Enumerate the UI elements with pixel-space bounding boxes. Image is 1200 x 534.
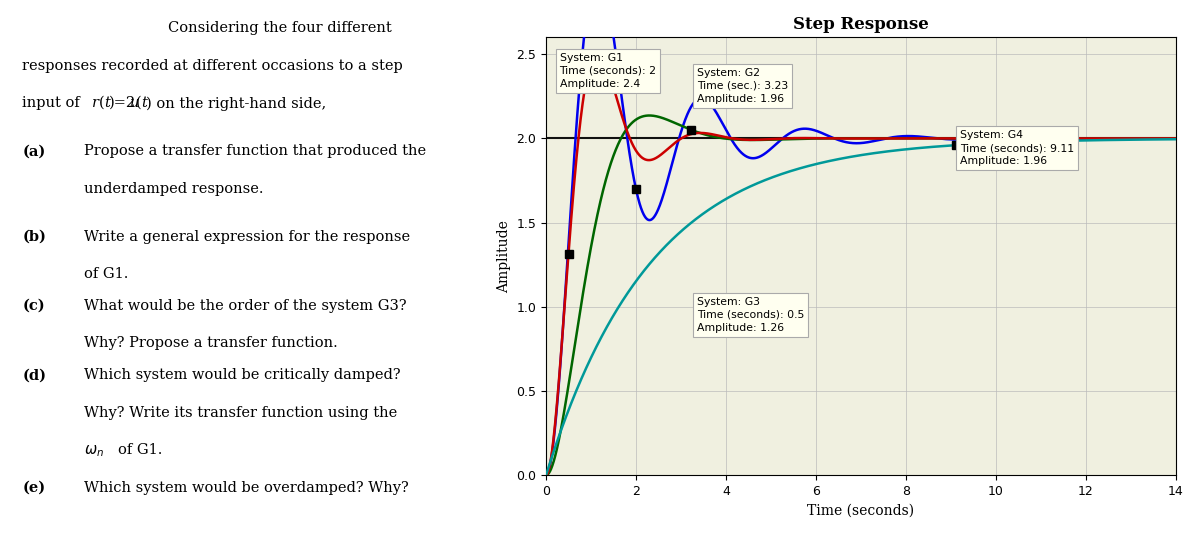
Text: Which system would be critically damped?: Which system would be critically damped? (84, 368, 401, 382)
Text: t: t (142, 96, 146, 110)
Text: What would be the order of the system G3?: What would be the order of the system G3… (84, 299, 407, 313)
Text: (b): (b) (23, 230, 46, 244)
Text: (d): (d) (23, 368, 47, 382)
Text: Propose a transfer function that produced the: Propose a transfer function that produce… (84, 144, 426, 158)
Text: Why? Propose a transfer function.: Why? Propose a transfer function. (84, 336, 338, 350)
Text: (: ( (136, 96, 142, 110)
Text: ) on the right-hand side,: ) on the right-hand side, (146, 96, 326, 111)
Text: (: ( (98, 96, 104, 110)
Text: System: G2
Time (sec.): 3.23
Amplitude: 1.96: System: G2 Time (sec.): 3.23 Amplitude: … (697, 68, 788, 104)
Text: (c): (c) (23, 299, 44, 313)
Text: of G1.: of G1. (118, 443, 162, 457)
Text: underdamped response.: underdamped response. (84, 182, 264, 195)
Text: input of: input of (23, 96, 85, 110)
Text: )=2: )=2 (109, 96, 136, 110)
Text: Which system would be overdamped? Why?: Which system would be overdamped? Why? (84, 481, 409, 494)
Title: Step Response: Step Response (793, 16, 929, 33)
Text: of G1.: of G1. (84, 267, 128, 281)
Text: Write a general expression for the response: Write a general expression for the respo… (84, 230, 410, 244)
Text: Why? Write its transfer function using the: Why? Write its transfer function using t… (84, 406, 397, 420)
Text: responses recorded at different occasions to a step: responses recorded at different occasion… (23, 59, 403, 73)
Text: (e): (e) (23, 481, 46, 494)
Text: System: G1
Time (seconds): 2
Amplitude: 2.4: System: G1 Time (seconds): 2 Amplitude: … (559, 52, 656, 89)
Text: $\omega_n$: $\omega_n$ (84, 443, 104, 459)
Text: t: t (104, 96, 109, 110)
X-axis label: Time (seconds): Time (seconds) (808, 504, 914, 517)
Text: u: u (130, 96, 139, 110)
Y-axis label: Amplitude: Amplitude (497, 220, 511, 293)
Text: System: G4
Time (seconds): 9.11
Amplitude: 1.96: System: G4 Time (seconds): 9.11 Amplitud… (960, 130, 1074, 167)
Text: (a): (a) (23, 144, 46, 158)
Text: Considering the four different: Considering the four different (168, 21, 392, 35)
Text: System: G3
Time (seconds): 0.5
Amplitude: 1.26: System: G3 Time (seconds): 0.5 Amplitude… (697, 297, 804, 333)
Text: r: r (92, 96, 98, 110)
